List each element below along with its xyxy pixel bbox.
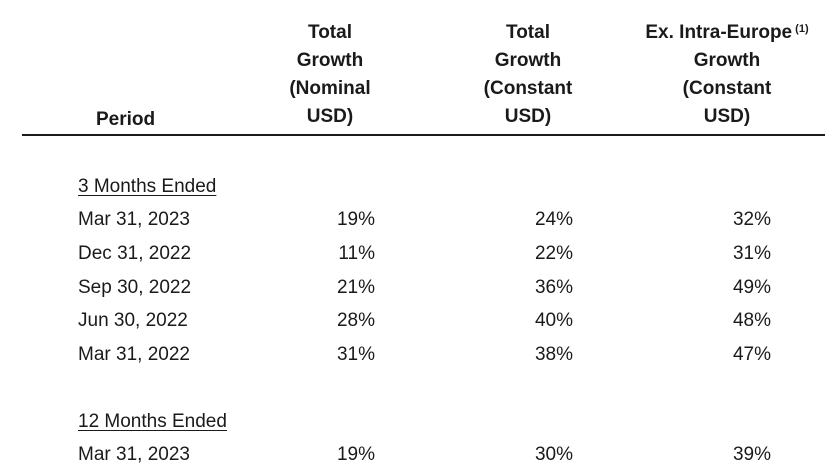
cell-value: 36%	[534, 276, 573, 298]
cell-value: 19%	[336, 444, 375, 465]
cell-value: 49%	[732, 276, 771, 298]
cell-value: 21%	[336, 276, 375, 298]
column-header: Growth	[693, 50, 761, 71]
column-header: Ex. Intra-Europe (1)	[645, 22, 809, 43]
column-header: Total	[308, 22, 352, 43]
cell-value: 11%	[338, 242, 375, 264]
column-header: USD)	[504, 106, 552, 127]
column-header: Growth	[494, 50, 562, 71]
section-title: 3 Months Ended	[78, 176, 217, 197]
column-header: Growth	[296, 50, 364, 71]
cell-value: 19%	[336, 209, 375, 230]
period-header: Period	[96, 109, 156, 130]
row-period: Jun 30, 2022	[78, 310, 188, 332]
row-period: Mar 31, 2023	[78, 209, 190, 230]
column-header: (Constant	[682, 78, 772, 99]
cell-value: 22%	[534, 242, 573, 264]
cell-value: 32%	[732, 209, 771, 230]
cell-value: 28%	[336, 310, 375, 332]
cell-value: 47%	[732, 344, 771, 366]
column-header: USD)	[306, 106, 354, 127]
column-header: (Constant	[483, 78, 573, 99]
cell-value: 38%	[534, 344, 573, 366]
column-header: USD)	[703, 106, 751, 127]
column-header: Total	[506, 22, 550, 43]
cell-value: 39%	[732, 444, 771, 465]
footnote-marker: (1)	[792, 23, 809, 35]
row-period: Dec 31, 2022	[78, 242, 192, 264]
header-rule	[22, 134, 825, 136]
row-period: Mar 31, 2022	[78, 344, 190, 366]
row-period: Mar 31, 2023	[78, 444, 190, 465]
cell-value: 31%	[336, 344, 375, 366]
cell-value: 24%	[534, 209, 573, 230]
row-period: Sep 30, 2022	[78, 276, 192, 298]
cell-value: 40%	[534, 310, 573, 332]
cell-value: 31%	[732, 242, 771, 264]
column-header: (Nominal	[289, 78, 371, 99]
section-title: 12 Months Ended	[78, 411, 227, 432]
cell-value: 48%	[732, 310, 771, 332]
cell-value: 30%	[534, 444, 573, 465]
